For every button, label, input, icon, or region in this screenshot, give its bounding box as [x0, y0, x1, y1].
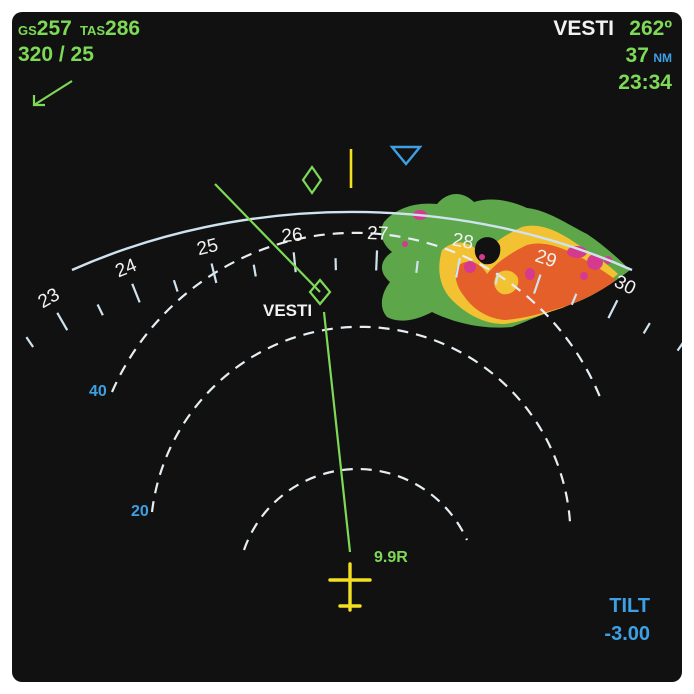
aircraft-symbol-icon: [328, 562, 372, 612]
compass-tick: [642, 322, 651, 334]
compass-label-23: 23: [35, 284, 64, 313]
waypoint-diamond-icon: [308, 278, 332, 306]
weather-returns: [381, 193, 630, 328]
waypoint-distance-unit: NM: [653, 51, 672, 65]
tilt-label: TILT: [609, 595, 650, 617]
groundspeed-readout: GS257: [18, 18, 72, 39]
waypoint-distance: 37: [625, 44, 649, 67]
compass-label-28: 28: [451, 229, 476, 254]
waypoint-name: VESTI: [553, 17, 614, 40]
compass-label-25: 25: [195, 235, 221, 260]
compass-tick: [607, 299, 619, 319]
compass-tick: [533, 274, 542, 294]
compass-ticks: [25, 250, 682, 352]
range-ring-label-outer: 40: [89, 383, 107, 400]
compass-label-24: 24: [112, 255, 140, 283]
tilt-value: -3.00: [604, 623, 650, 645]
groundspeed-label: GS: [18, 23, 37, 38]
route-leg-1: [214, 183, 321, 293]
compass-tick: [570, 293, 578, 306]
compass-tick: [494, 272, 500, 285]
range-rings: [110, 231, 604, 551]
track-deviation-label: 9.9R: [374, 549, 408, 566]
range-ring-label-inner: 20: [131, 503, 149, 520]
route-leg-2: [322, 311, 352, 553]
compass-tick: [252, 264, 257, 277]
waypoint-eta: 23:34: [618, 71, 672, 94]
compass-tick: [375, 250, 379, 271]
range-ring-middle: [150, 325, 572, 523]
weather-cells-magenta: [402, 210, 612, 280]
range-ring-outer: [110, 231, 604, 403]
compass-tick: [56, 312, 69, 331]
track-diamond-icon: [301, 165, 323, 195]
flight-route: [214, 183, 352, 553]
compass-label-27: 27: [367, 223, 389, 245]
compass-tick: [131, 283, 141, 303]
compass-tick: [455, 257, 461, 278]
heading-bug-icon: [389, 145, 423, 166]
true-airspeed-label: TAS: [80, 23, 106, 38]
wind-arrow-icon: [32, 80, 73, 107]
waypoint-bearing: 262º: [629, 17, 672, 40]
compass-tick: [25, 336, 35, 348]
weather-radar-display: 23 24 25 26 27 28 29 30 GS257 TAS286 3: [12, 12, 682, 682]
compass-label-26: 26: [281, 224, 304, 247]
range-ring-inner: [242, 467, 469, 551]
compass-tick: [96, 303, 104, 316]
map-waypoint-label: VESTI: [263, 301, 313, 320]
compass-tick: [415, 260, 419, 273]
compass-tick: [172, 279, 179, 292]
compass-tick: [292, 252, 297, 273]
true-airspeed-readout: TAS286: [80, 18, 140, 39]
weather-cell-red: [455, 243, 616, 320]
groundspeed-value: 257: [36, 17, 72, 40]
waypoint-distance-readout: 37 NM: [626, 45, 672, 66]
true-airspeed-value: 286: [105, 17, 141, 40]
compass-tick: [676, 342, 682, 352]
wind-readout: 320 / 25: [18, 43, 94, 66]
compass-tick: [210, 263, 218, 284]
